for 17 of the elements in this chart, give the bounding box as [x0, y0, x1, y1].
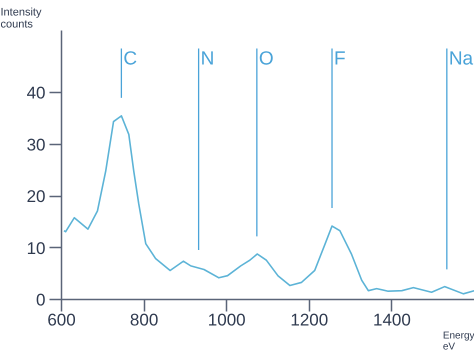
y-tick-label: 10: [26, 238, 46, 258]
y-tick-label: 30: [26, 135, 46, 154]
y-tick-label: 40: [26, 84, 46, 103]
y-tick-label: 20: [26, 187, 46, 206]
x-tick-label: 1400: [372, 310, 411, 330]
ref-line-label: N: [200, 48, 214, 70]
x-tick-label: 800: [130, 310, 158, 330]
x-tick-label: 1200: [290, 310, 328, 330]
ref-line-label: O: [258, 48, 274, 70]
x-tick-label: 600: [47, 310, 76, 330]
y-axis-title: Intensity counts: [0, 6, 42, 30]
ref-line-label: C: [123, 48, 138, 70]
ref-line-label: F: [334, 48, 346, 70]
line-series: [63, 115, 474, 295]
ref-line-label: Na: [448, 48, 474, 70]
y-tick-label: 0: [36, 290, 46, 310]
x-tick-label: 1000: [208, 310, 246, 330]
